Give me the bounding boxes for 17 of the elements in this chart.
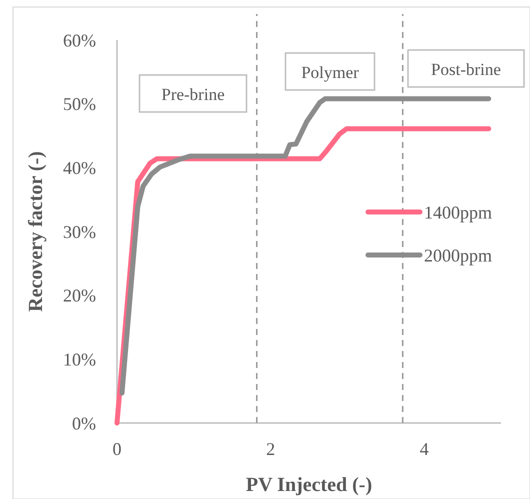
y-tick-label: 20%: [63, 286, 96, 306]
x-tick-label: 4: [420, 439, 429, 459]
y-tick-label: 60%: [63, 30, 96, 50]
x-tick-label: 0: [112, 439, 122, 459]
y-axis-title: Recovery factor (-): [25, 151, 47, 312]
x-tick-label: 2: [266, 439, 276, 459]
legend-label: 2000ppm: [424, 245, 492, 266]
y-tick-label: 30%: [63, 222, 96, 242]
annotation: Polymer: [301, 62, 360, 82]
legend-label: 1400ppm: [424, 202, 492, 222]
x-axis-title: PV Injected (-): [246, 474, 372, 496]
y-tick-label: 10%: [63, 349, 96, 370]
y-tick-label: 50%: [63, 94, 96, 114]
y-tick-label: 0%: [72, 413, 96, 434]
y-tick-label: 40%: [63, 158, 96, 178]
annotation: Pre-brine: [161, 84, 225, 104]
annotation: Post-brine: [431, 60, 501, 79]
